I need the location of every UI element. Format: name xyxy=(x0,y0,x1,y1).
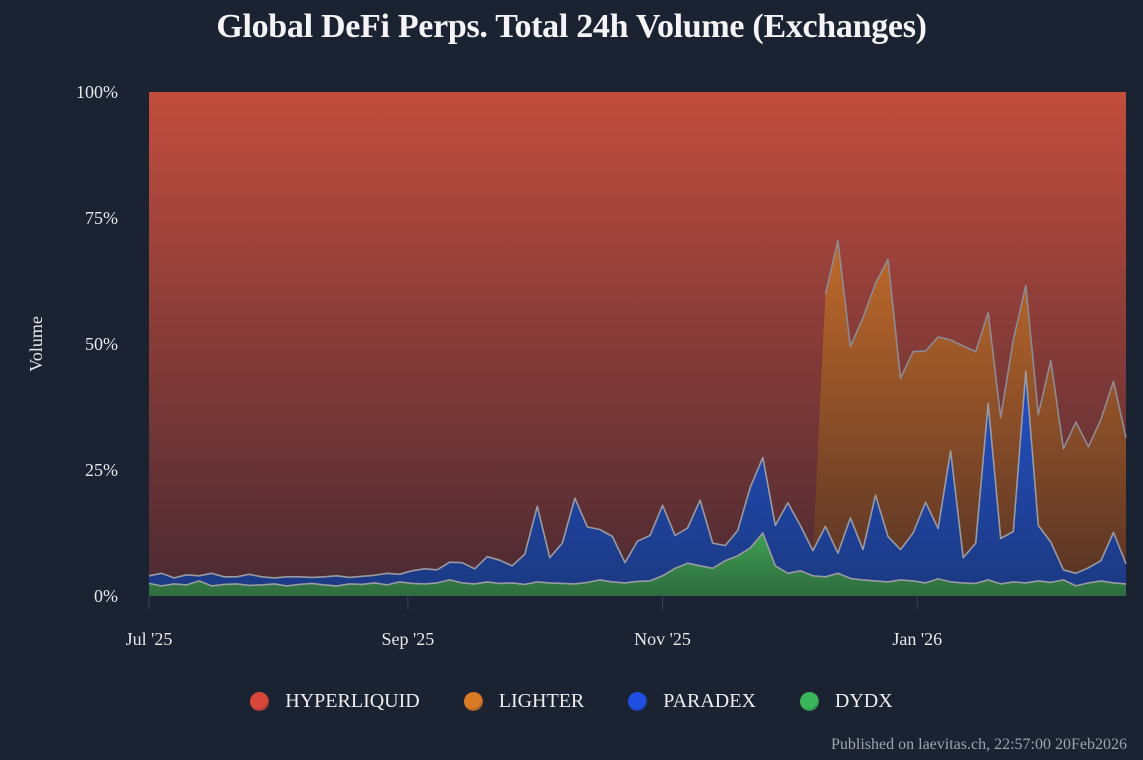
line-paradex-top xyxy=(148,370,1127,579)
area-lighter xyxy=(149,240,1126,578)
legend-marker-dydx xyxy=(799,692,819,711)
y-tick-label: 0% xyxy=(94,586,118,606)
x-tick-label: Jan '26 xyxy=(892,629,942,649)
chart-svg: 0% 25% 50% 75% 100% Jul '25 Sep '25 Nov '25 Jan… xyxy=(26,82,1127,649)
y-axis-title: Volume xyxy=(26,316,46,372)
legend-label: LIGHTER xyxy=(498,690,585,712)
legend-marker-paradex xyxy=(628,692,648,711)
legend-label: PARADEX xyxy=(663,690,756,712)
x-axis: Jul '25 Sep '25 Nov '25 Jan '26 xyxy=(126,596,942,649)
y-tick-label: 50% xyxy=(85,334,118,354)
legend: HYPERLIQUID LIGHTER PARADEX DYDX xyxy=(0,690,1143,713)
x-tick-label: Nov '25 xyxy=(634,629,691,649)
chart-title: Global DeFi Perps. Total 24h Volume (Exc… xyxy=(216,8,927,45)
legend-label: DYDX xyxy=(834,690,893,712)
legend-marker-lighter xyxy=(463,692,483,711)
y-tick-label: 75% xyxy=(85,208,118,228)
plot-area xyxy=(148,92,1127,596)
y-axis: 0% 25% 50% 75% 100% xyxy=(76,82,118,606)
line-dydx-top xyxy=(148,532,1127,587)
y-tick-label: 25% xyxy=(85,460,118,480)
x-tick-label: Jul '25 xyxy=(126,629,173,649)
legend-item-lighter[interactable]: LIGHTER xyxy=(463,690,585,713)
legend-item-dydx[interactable]: DYDX xyxy=(799,690,893,713)
legend-item-hyperliquid[interactable]: HYPERLIQUID xyxy=(250,690,420,713)
x-tick-label: Sep '25 xyxy=(381,629,434,649)
legend-item-paradex[interactable]: PARADEX xyxy=(628,690,756,713)
y-tick-label: 100% xyxy=(76,82,118,102)
area-paradex xyxy=(149,371,1126,586)
line-lighter-top xyxy=(824,239,1127,450)
published-footer: Published on laevitas.ch, 22:57:00 20Feb… xyxy=(831,736,1127,753)
area-dydx xyxy=(149,533,1126,596)
legend-marker-hyperliquid xyxy=(250,692,270,711)
legend-label: HYPERLIQUID xyxy=(285,690,420,712)
